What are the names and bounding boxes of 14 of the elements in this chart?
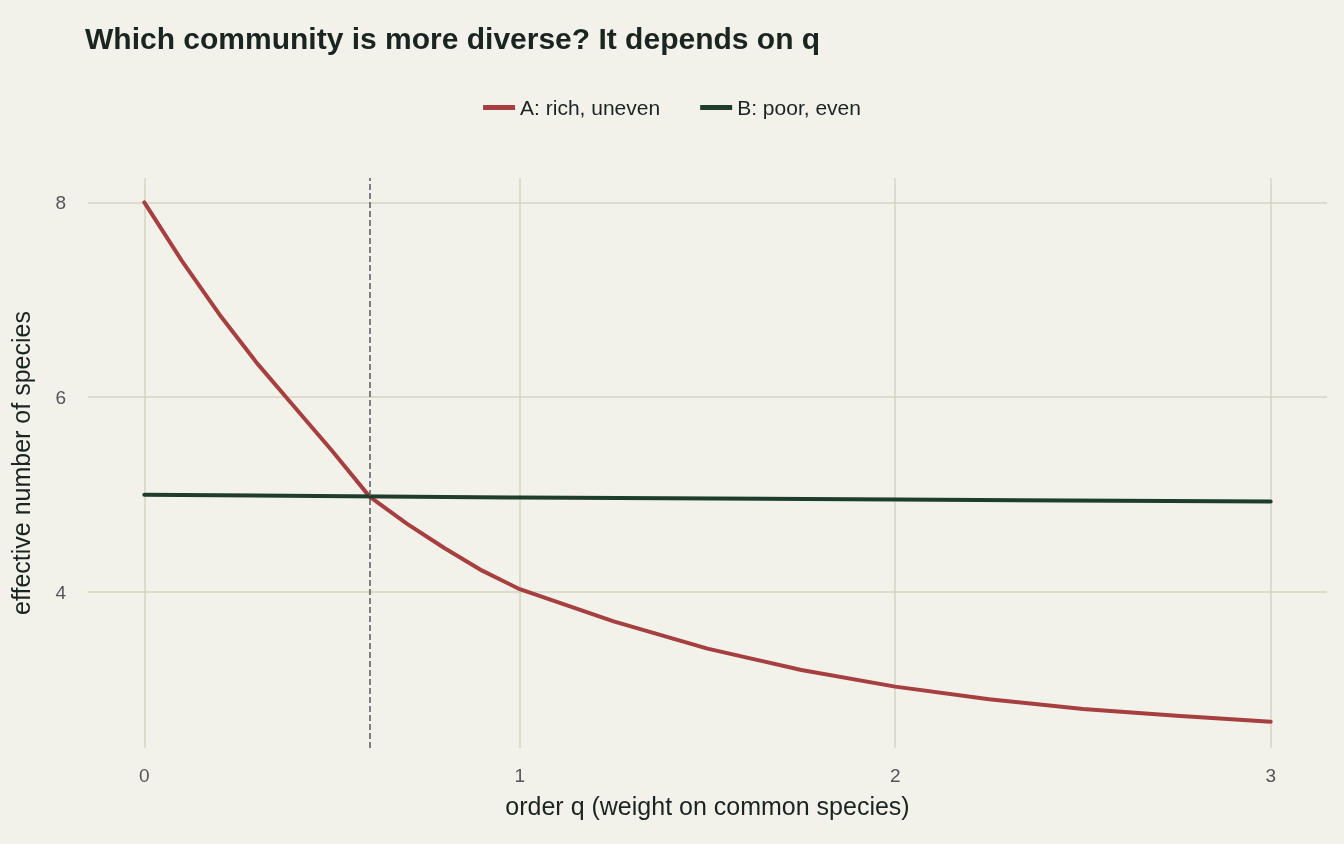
legend-label: B: poor, even <box>737 96 861 119</box>
x-tick-label: 1 <box>514 765 526 786</box>
y-tick-label: 8 <box>55 191 66 213</box>
x-tick-label: 0 <box>139 765 150 786</box>
y-axis-title: effective number of species <box>6 311 35 615</box>
legend-label: A: rich, uneven <box>520 96 661 119</box>
x-tick-label: 2 <box>889 765 901 786</box>
x-tick-label: 3 <box>1265 765 1276 786</box>
line-series <box>142 200 1273 724</box>
y-tick-label: 4 <box>55 581 67 603</box>
y-tick-label: 6 <box>55 386 66 408</box>
chart-title: Which community is more diverse? It depends on q <box>85 21 821 55</box>
x-axis-title: order q (weight on common species) <box>505 791 910 820</box>
line-series <box>142 492 1273 504</box>
